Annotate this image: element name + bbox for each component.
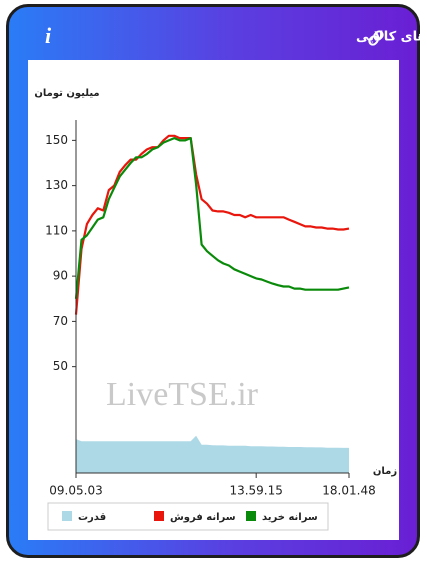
y-tick-label: 50 (53, 359, 68, 373)
link-icon[interactable] (368, 30, 384, 46)
line (74, 137, 350, 299)
x-tick-label: 18.01.48 (322, 484, 375, 498)
info-icon[interactable]: i (45, 23, 52, 48)
legend-swatch (154, 511, 164, 521)
legend-label: سرانه فروش (170, 512, 236, 523)
legend (47, 502, 329, 531)
x-axis-label: زمان (373, 466, 397, 477)
y-tick-label: 90 (53, 269, 68, 283)
y-tick-label: 70 (53, 314, 68, 328)
y-tick-label: 130 (45, 178, 68, 192)
y-tick-label: 110 (45, 223, 68, 237)
legend-label: سرانه خرید (262, 512, 318, 523)
x-tick-label: 09.05.03 (49, 484, 102, 498)
header-title: سرانه ی خرید و فروش حقیقی در صندوق های ک… (356, 30, 427, 45)
y-tick-label: 150 (45, 133, 68, 147)
x-tick-label: 13.59.15 (229, 484, 282, 498)
legend-swatch (246, 511, 256, 521)
area (76, 435, 349, 473)
legend-label: قدرت (78, 512, 106, 523)
line (74, 134, 350, 315)
y-axis-label: میلیون تومان (34, 88, 99, 99)
legend-swatch (62, 511, 72, 521)
watermark: LiveTSE.ir (106, 376, 259, 413)
